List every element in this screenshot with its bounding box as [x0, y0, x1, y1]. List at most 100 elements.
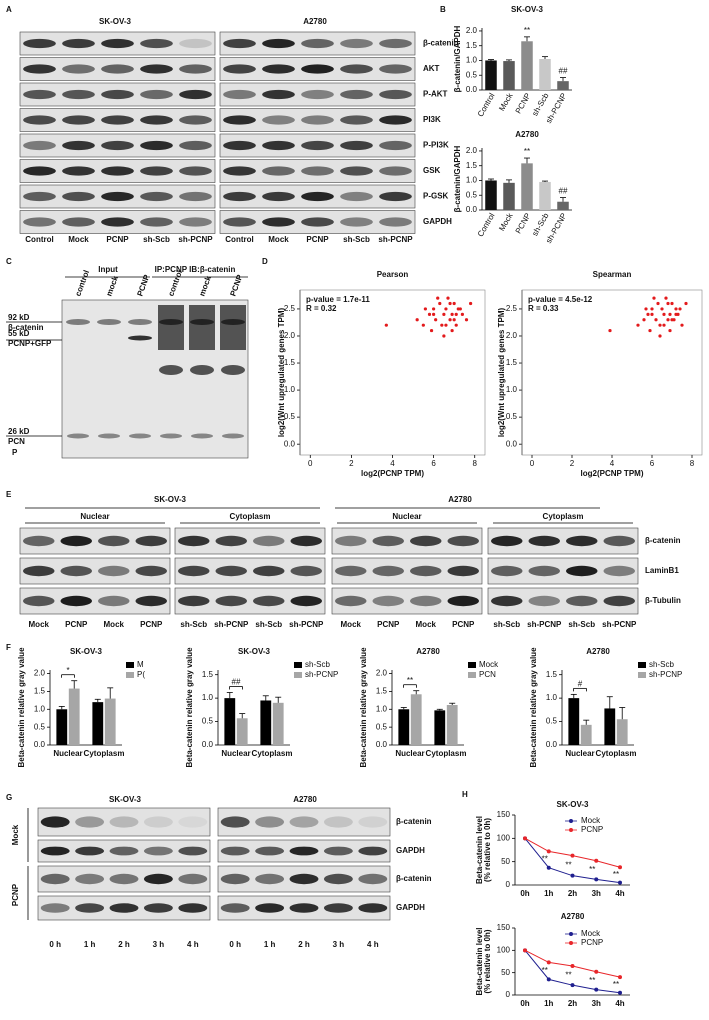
lane-label: 1 h [84, 940, 96, 949]
blot-band [60, 535, 92, 547]
x-tick-label: 8 [690, 459, 695, 468]
blot-band [566, 595, 598, 607]
blot-band [372, 535, 404, 547]
y-tick-label: 1.0 [466, 56, 478, 65]
blot-membrane [61, 299, 249, 459]
blot-band [109, 903, 139, 913]
scatter-point [438, 301, 442, 306]
blot-band [262, 166, 295, 176]
scatter-point [658, 323, 662, 327]
x-tick-label: PCNP [514, 212, 533, 236]
panel-label: C [6, 257, 12, 266]
chart-title: A2780 [561, 912, 585, 921]
blot-band [301, 217, 334, 227]
scatter-point [660, 307, 664, 311]
blot-band [67, 433, 89, 439]
legend-label: M [137, 660, 144, 669]
blot-smear [158, 305, 184, 350]
y-tick-label: 2.0 [376, 669, 388, 678]
scatter-point [450, 328, 454, 333]
blot-band [179, 166, 212, 176]
blot-band [179, 191, 212, 202]
point [594, 969, 599, 974]
group-label: Mock [11, 824, 20, 845]
x-tick-label: 6 [650, 459, 655, 468]
y-tick-label: 1.5 [506, 358, 518, 367]
lane-label: PCNP [452, 620, 475, 629]
blot-band [75, 816, 105, 828]
marker-label: 55 kD [8, 329, 30, 338]
scatter-point [442, 334, 446, 338]
panel-label: F [6, 643, 11, 652]
x-tick-label: 6 [431, 459, 436, 468]
x-tick-label: Nuclear [53, 749, 82, 758]
bar [104, 698, 116, 745]
scatter-point [652, 296, 656, 300]
blot-band [128, 335, 152, 341]
blot-band [289, 903, 319, 913]
scatter-point [464, 318, 469, 322]
bar [580, 724, 592, 745]
lane-label: sh-PCNP [214, 620, 249, 629]
blot-band [23, 115, 56, 125]
marker-label: β-catenin [8, 323, 44, 332]
scatter-point [427, 312, 432, 316]
y-tick-label: 1.0 [376, 704, 388, 713]
y-tick-label: 0.5 [376, 722, 388, 731]
y-tick-label: 50 [501, 968, 510, 977]
lane-label: 3 h [153, 940, 165, 949]
y-tick-label: 2.0 [284, 331, 296, 340]
blot-band [23, 191, 56, 202]
blot-group: Input [98, 265, 118, 274]
scatter-point [415, 318, 419, 322]
y-tick-label: 1.5 [466, 41, 478, 50]
chart-title: SK-OV-3 [70, 647, 103, 656]
blot-band [410, 595, 442, 607]
significance-label: ** [613, 870, 619, 879]
lane-label: 4 h [367, 940, 379, 949]
marker-label: P [12, 448, 18, 457]
protein-label: P-GSK [423, 192, 449, 201]
bar [92, 702, 104, 745]
scatter-point [636, 323, 640, 327]
blot-band [253, 595, 285, 607]
blot-band [323, 846, 353, 856]
line [524, 837, 621, 868]
scatter-point [648, 328, 652, 333]
bar [68, 688, 80, 745]
x-tick-label: 1h [544, 999, 553, 1008]
stat-label: R = 0.33 [528, 304, 559, 313]
bar [236, 718, 248, 745]
lane-label: sh-Scb [343, 235, 370, 244]
x-tick-label: 0h [520, 889, 529, 898]
protein-label: GAPDH [396, 846, 425, 855]
blot-band [179, 140, 212, 151]
blot-band [323, 816, 353, 828]
point [618, 990, 622, 995]
lane-label: sh-Scb [255, 620, 282, 629]
x-tick-label: PCNP [514, 92, 533, 116]
blot-band [101, 217, 134, 227]
blot-band [262, 64, 295, 74]
blot-band [528, 565, 560, 577]
bar [616, 719, 628, 745]
y-axis-label: Beta-catenin relative gray value [185, 647, 194, 768]
legend-label: Mock [581, 816, 601, 825]
blot-band [140, 38, 173, 49]
scatter-point [429, 328, 434, 333]
point [570, 983, 575, 988]
protein-label: GAPDH [396, 903, 425, 912]
blot-band [223, 38, 256, 49]
point [594, 987, 599, 992]
blot-band [143, 846, 173, 856]
marker-label: 92 kD [8, 313, 30, 322]
blot-band [179, 38, 212, 49]
blot-band [379, 64, 412, 74]
x-tick-label: Cytoplasm [596, 749, 637, 758]
y-tick-label: 1.5 [466, 161, 478, 170]
blot-band [101, 38, 134, 49]
blot-band [40, 846, 70, 856]
bar [503, 61, 515, 90]
scatter-point [444, 307, 448, 311]
lane-label: PCNP [106, 235, 129, 244]
